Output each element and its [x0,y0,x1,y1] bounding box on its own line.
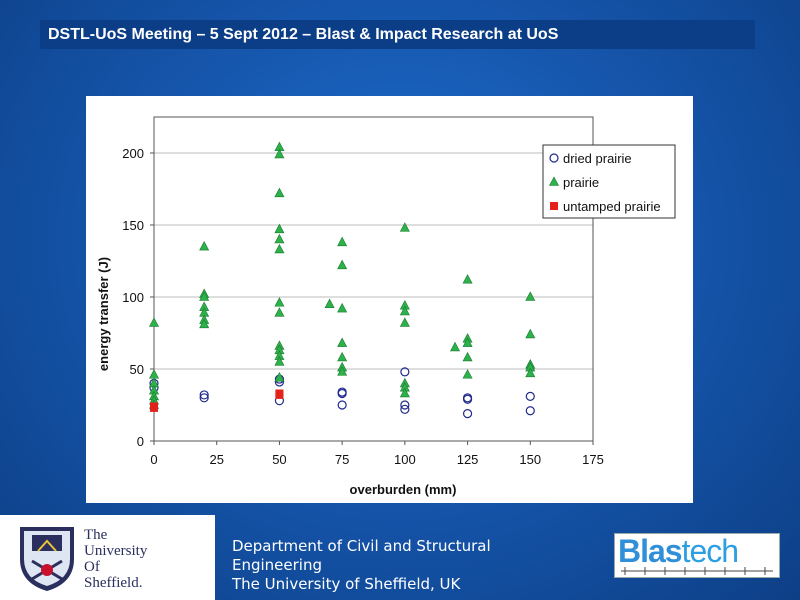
legend-marker-dried-prairie [549,153,559,163]
x-tick-label: 150 [519,452,541,467]
legend-marker-untamped-prairie [550,202,558,210]
blastech-ruler-icon [621,567,773,575]
plot-area [153,116,594,442]
department-info: Department of Civil and Structural Engin… [232,537,552,594]
point-prairie [199,240,210,251]
legend-marker-prairie [549,176,559,186]
y-tick-label: 50 [130,362,144,377]
point-prairie [274,356,285,366]
gridlines [154,152,593,370]
legend-label: untamped prairie [563,199,661,214]
point-dried-prairie [199,393,209,403]
blastech-logo: Blastech [614,533,780,578]
point-prairie [399,387,410,398]
legend: dried prairie prairie untamped prairie [542,144,676,219]
point-prairie [274,243,285,254]
point-prairie [149,317,159,327]
point-prairie [525,328,536,339]
point-prairie [525,367,536,378]
point-prairie [149,369,159,379]
point-prairie [274,371,285,382]
point-prairie [337,351,348,362]
university-crest-icon [20,527,74,591]
point-prairie [450,341,461,352]
point-prairie [337,337,348,347]
point-dried-prairie [462,409,473,419]
scatter-chart: 0 50 100 150 200 0 25 50 75 100 125 150 175 overburd… [96,116,676,497]
point-dried-prairie [337,388,347,399]
point-prairie [462,351,473,362]
chart-panel: 0 50 100 150 200 0 25 50 75 100 125 150 175 overburd… [86,96,693,503]
point-prairie [399,317,410,327]
point-untamped-prairie [275,390,284,399]
slide-title: DSTL-UoS Meeting – 5 Sept 2012 – Blast &… [40,20,755,49]
point-dried-prairie [525,391,535,401]
axis-ticks: 0 50 100 150 200 0 25 50 75 100 125 150 175 [122,146,604,467]
x-tick-label: 100 [394,452,416,467]
point-prairie [399,305,410,316]
department-line-3: The University of Sheffield, UK [232,575,461,593]
university-line-4: Sheffield. [84,575,143,591]
point-dried-prairie [337,400,347,410]
blastech-wordmark: Blastech [618,533,739,569]
point-dried-prairie [525,406,535,416]
legend-label: dried prairie [563,151,632,166]
point-prairie [337,236,348,247]
point-dried-prairie [400,367,410,377]
point-prairie [337,259,348,270]
point-prairie [274,297,285,307]
point-dried-prairie [400,400,410,410]
point-prairie [462,274,473,284]
x-tick-label: 50 [272,452,286,467]
y-tick-label: 200 [122,146,144,161]
department-line-2: Engineering [232,556,322,574]
point-prairie [462,369,473,379]
university-line-2: University [84,543,148,559]
university-line-1: The [84,527,108,543]
x-tick-label: 25 [209,452,223,467]
point-prairie [274,307,285,317]
y-axis-label: energy transfer (J) [96,257,111,371]
legend-box [542,144,676,219]
point-prairie [462,337,473,347]
point-prairie [337,302,348,313]
x-tick-label: 0 [150,452,157,467]
data-points [149,141,536,419]
point-prairie [399,222,410,232]
x-tick-label: 175 [582,452,604,467]
point-dried-prairie [199,390,209,400]
point-untamped-prairie [150,403,158,412]
point-prairie [274,187,285,198]
point-prairie [274,233,285,244]
x-axis-label: overburden (mm) [350,482,457,497]
point-prairie [274,148,285,159]
y-tick-label: 100 [122,290,144,305]
university-name: The University Of Sheffield. [84,527,147,591]
point-prairie [199,318,210,329]
x-tick-label: 125 [457,452,479,467]
point-prairie [337,366,348,376]
point-prairie [324,298,335,308]
point-prairie [199,291,210,301]
legend-label: prairie [563,175,599,190]
university-line-3: Of [84,559,100,575]
university-of-sheffield-logo: The University Of Sheffield. [0,515,215,600]
point-dried-prairie [400,404,410,414]
y-tick-label: 0 [137,434,144,449]
point-prairie [525,291,536,301]
point-dried-prairie [462,394,473,404]
y-tick-label: 150 [122,218,144,233]
department-line-1: Department of Civil and Structural [232,537,491,555]
point-prairie [274,223,285,234]
x-tick-label: 75 [335,452,349,467]
